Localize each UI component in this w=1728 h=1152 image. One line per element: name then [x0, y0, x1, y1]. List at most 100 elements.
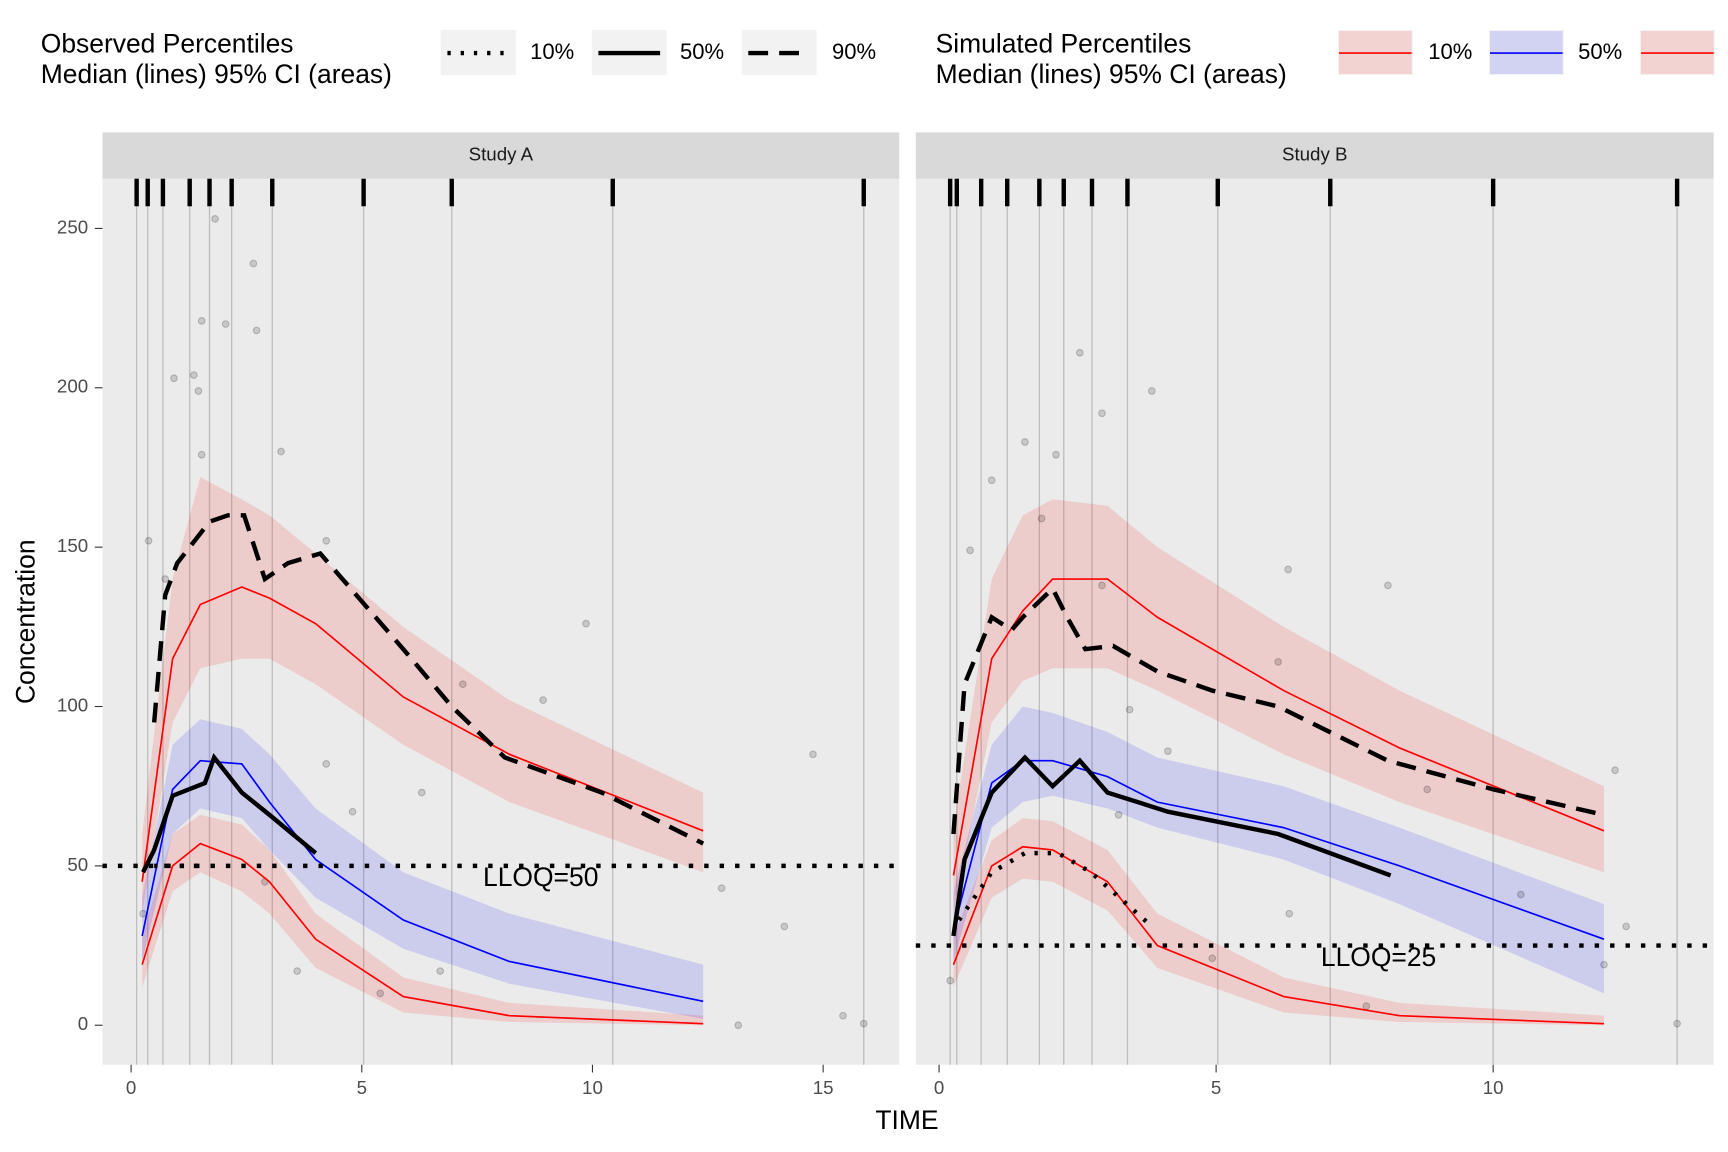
observed-percentile: [951, 754, 1392, 937]
panel: Study B 0 5 10 LLOQ=25: [915, 132, 1714, 1098]
observation-point: [1284, 565, 1292, 574]
observation-point: [189, 371, 198, 379]
y-tick-label: 150: [57, 535, 88, 556]
observation-point: [1611, 766, 1619, 775]
observation-point: [139, 909, 147, 918]
y-tick-label: 200: [57, 376, 88, 397]
observation-point: [1600, 960, 1608, 969]
observation-point: [1622, 922, 1630, 931]
observation-point: [194, 387, 203, 395]
simulated-median: [952, 578, 1605, 876]
strip-title: Study A: [469, 144, 534, 165]
observation-point: [197, 317, 206, 325]
observation-point: [458, 680, 467, 689]
observation-point: [839, 1011, 847, 1020]
observation-point: [780, 922, 789, 931]
y-tick-label: 100: [57, 694, 88, 715]
legend-title: Simulated Percentiles: [936, 28, 1192, 58]
observation-point: [322, 760, 331, 768]
observed-percentile: [151, 513, 705, 846]
observation-point: [1285, 909, 1294, 918]
legend-label: 10%: [1428, 39, 1472, 64]
observation-point: [436, 967, 445, 975]
ci-area: [142, 814, 704, 1026]
observation-point: [1516, 890, 1525, 899]
ci-area: [953, 499, 1604, 914]
observation-point: [1423, 785, 1432, 794]
observed-percentile: [141, 753, 318, 874]
observation-point: [221, 320, 230, 328]
observation-point: [1114, 811, 1123, 819]
observation-point: [966, 546, 974, 555]
observation-point: [1125, 705, 1134, 714]
x-tick-label: 15: [813, 1077, 834, 1098]
observation-point: [734, 1021, 743, 1030]
observation-point: [809, 750, 817, 759]
x-tick-label: 10: [582, 1077, 603, 1098]
ci-area: [142, 719, 704, 1019]
panel: Study A 0 5 10 15 LLOQ=50: [102, 132, 900, 1098]
legend-label: 50%: [1578, 39, 1622, 64]
strip-title: Study B: [1282, 144, 1348, 165]
lloq-label: LLOQ=50: [483, 862, 598, 892]
observation-point: [170, 374, 178, 383]
simulated-median: [952, 845, 1604, 1025]
observation-point: [1037, 514, 1046, 523]
observation-point: [1098, 409, 1106, 418]
observation-point: [277, 447, 285, 456]
x-tick-label: 0: [934, 1077, 944, 1098]
x-axis-title: TIME: [875, 1105, 938, 1135]
observation-point: [859, 1019, 868, 1028]
simulated-median: [141, 842, 704, 1025]
observation-point: [1362, 1002, 1371, 1010]
observation-point: [1052, 450, 1060, 459]
panel-background: [102, 178, 900, 1065]
strip: [915, 132, 1714, 179]
observation-point: [417, 788, 426, 797]
panel-background: [915, 178, 1714, 1065]
y-axis-title: Concentration: [11, 539, 41, 704]
observation-point: [1021, 438, 1029, 446]
observation-point: [1075, 348, 1084, 357]
observation-point: [249, 259, 258, 268]
observation-point: [1208, 954, 1217, 963]
legend-label: 50%: [680, 39, 724, 64]
legend-title: Median (lines) 95% CI (areas): [41, 59, 392, 89]
observation-point: [987, 476, 996, 485]
observation-point: [211, 215, 219, 223]
simulated-median: [141, 759, 704, 1003]
observation-point: [1098, 581, 1106, 590]
observation-point: [1147, 387, 1156, 395]
observation-point: [539, 696, 547, 704]
observation-point: [1673, 1019, 1681, 1028]
observation-point: [197, 450, 206, 459]
observation-point: [1164, 747, 1172, 755]
observation-point: [1384, 581, 1392, 590]
observation-point: [376, 989, 385, 998]
legend-title: Median (lines) 95% CI (areas): [936, 59, 1287, 89]
ci-area: [953, 818, 1604, 1026]
observation-point: [322, 536, 331, 545]
ci-area: [953, 706, 1604, 994]
lloq-label: LLOQ=25: [1321, 942, 1436, 972]
x-tick-label: 0: [126, 1077, 136, 1098]
observation-point: [1274, 658, 1283, 666]
observation-point: [717, 884, 726, 893]
observation-point: [348, 807, 357, 816]
simulated-median: [952, 759, 1605, 940]
simulated-median: [141, 586, 704, 882]
legend-label: 10%: [530, 39, 574, 64]
observation-point: [582, 619, 590, 628]
y-tick-label: 0: [78, 1013, 88, 1034]
observation-point: [161, 575, 170, 583]
y-tick-label: 250: [57, 216, 88, 237]
x-tick-label: 10: [1483, 1077, 1504, 1098]
observation-point: [293, 967, 302, 975]
x-tick-label: 5: [357, 1077, 367, 1098]
legend-title: Observed Percentiles: [41, 28, 294, 58]
x-tick-label: 5: [1211, 1077, 1221, 1098]
observation-point: [252, 326, 261, 335]
observation-point: [946, 976, 955, 985]
observation-point: [144, 536, 153, 545]
